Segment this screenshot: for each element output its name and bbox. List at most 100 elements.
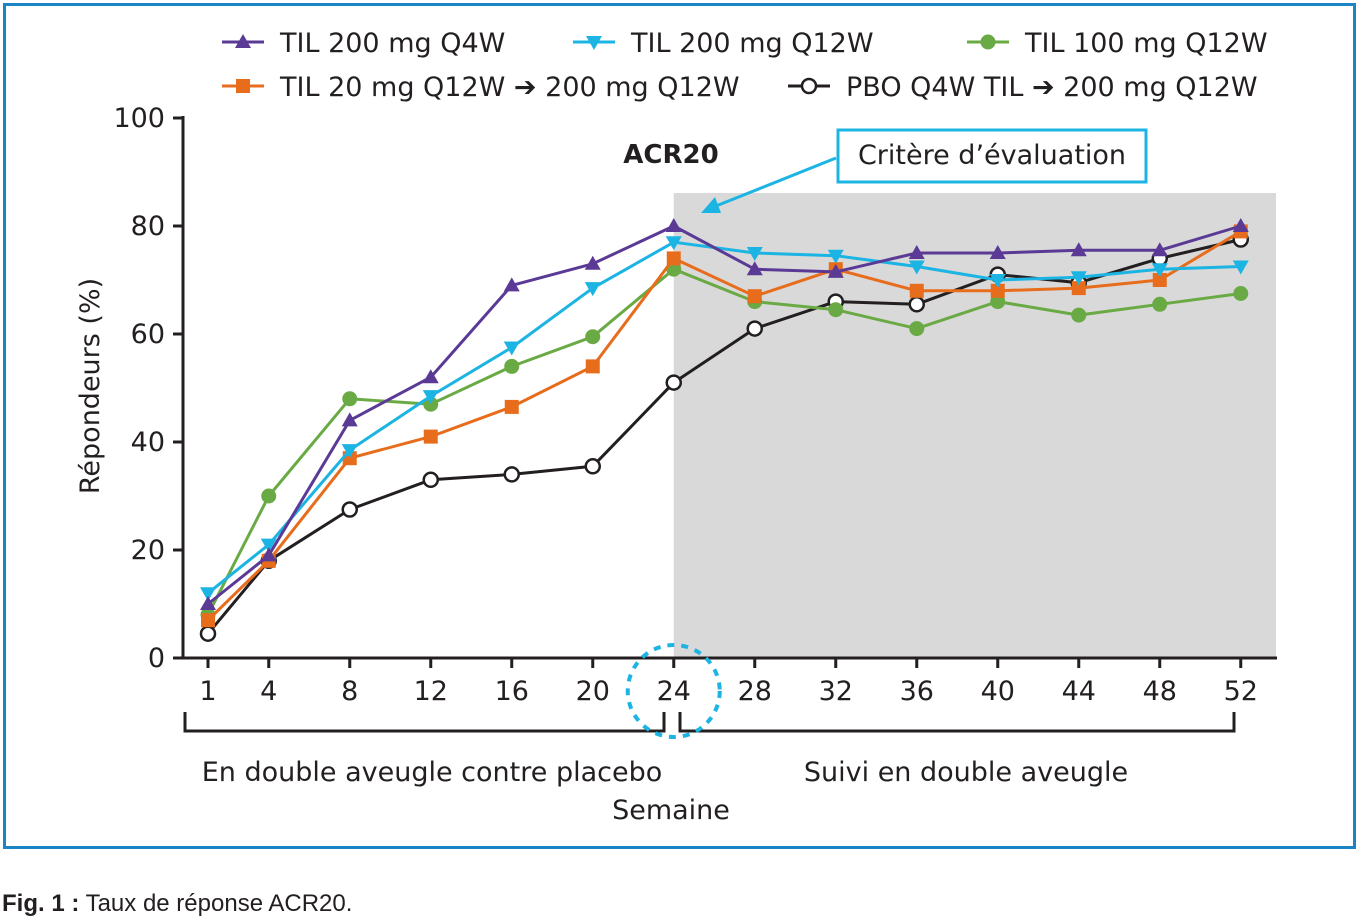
x-tick-label: 20 <box>576 676 610 707</box>
y-tick-label: 100 <box>113 103 165 134</box>
data-point <box>827 263 844 278</box>
x-tick-label: 48 <box>1143 676 1177 707</box>
data-point <box>423 429 438 444</box>
data-point <box>746 320 763 337</box>
data-point <box>909 283 924 298</box>
data-point <box>909 321 925 337</box>
data-point <box>584 255 601 270</box>
callout-label: Critère d’évaluation <box>858 140 1126 171</box>
y-tick-label: 20 <box>131 535 165 566</box>
data-point <box>261 488 277 504</box>
callout-box <box>836 128 1148 184</box>
data-point <box>1070 242 1087 257</box>
data-point <box>746 261 763 276</box>
y-tick-label: 60 <box>131 319 165 350</box>
data-point <box>422 390 439 405</box>
x-tick-label: 28 <box>738 676 772 707</box>
legend-entry: TIL 100 mg Q12W <box>967 28 1268 59</box>
chart-title: ACR20 <box>623 140 718 170</box>
data-point <box>342 391 358 407</box>
series-2 <box>200 261 1249 623</box>
x-tick-label: 52 <box>1224 676 1258 707</box>
data-point <box>341 444 358 459</box>
data-point <box>423 396 439 412</box>
period-label-followup: Suivi en double aveugle <box>804 757 1128 788</box>
data-point <box>1151 263 1168 278</box>
legend-entry: TIL 20 mg Q12W ➔ 200 mg Q12W <box>222 72 740 103</box>
data-point <box>200 596 216 610</box>
legend-marker <box>586 36 602 50</box>
series-line <box>206 238 1242 635</box>
data-point <box>665 374 682 391</box>
data-point <box>989 245 1006 259</box>
y-tick-label: 80 <box>131 211 165 242</box>
data-point <box>422 369 439 384</box>
x-tick-label: 1 <box>199 676 216 707</box>
data-point <box>504 399 519 414</box>
data-point <box>503 466 520 483</box>
data-point <box>746 247 763 261</box>
callout-arrow <box>715 156 837 208</box>
data-point <box>200 587 216 602</box>
data-point <box>585 359 600 374</box>
caption-text: Taux de réponse ACR20. <box>85 890 353 917</box>
data-point <box>341 412 358 427</box>
legend-marker <box>236 79 250 93</box>
legend-marker <box>980 34 996 50</box>
legend-marker <box>800 77 818 95</box>
series-line <box>206 230 1242 622</box>
data-point <box>908 245 925 259</box>
data-point <box>990 294 1006 310</box>
x-tick-label: 12 <box>414 676 448 707</box>
data-point <box>1071 307 1087 323</box>
data-point <box>199 625 217 642</box>
legend-entry: TIL 200 mg Q4W <box>222 28 505 59</box>
data-point <box>503 277 520 292</box>
figure-caption: Fig. 1 : Taux de réponse ACR20. <box>2 890 352 918</box>
legend-entry: PBO Q4W TIL ➔ 200 mg Q12W <box>788 72 1258 103</box>
x-axis-label: Semaine <box>612 795 730 826</box>
data-point <box>585 329 601 345</box>
data-point <box>1233 286 1249 301</box>
data-point <box>1070 271 1087 286</box>
x-tick-label: 32 <box>819 676 853 707</box>
data-point <box>990 283 1005 298</box>
data-point <box>1071 281 1086 296</box>
y-axis-label: Répondeurs (%) <box>75 278 106 494</box>
series-0 <box>200 218 1249 610</box>
series-line <box>207 224 1242 606</box>
legend-label: TIL 20 mg Q12W ➔ 200 mg Q12W <box>279 72 740 103</box>
data-point <box>260 538 277 553</box>
x-tick-label: 8 <box>341 676 358 707</box>
data-point <box>827 249 844 264</box>
data-point <box>1151 242 1168 257</box>
data-point <box>504 358 520 374</box>
y-tick-label: 40 <box>131 427 165 458</box>
data-point <box>1152 296 1168 312</box>
data-point <box>747 289 762 304</box>
caption-prefix: Fig. 1 : <box>2 890 80 917</box>
data-point <box>666 251 681 266</box>
data-point <box>1152 273 1167 287</box>
data-point <box>908 296 925 313</box>
x-tick-label: 40 <box>981 676 1015 707</box>
x-tick-label: 24 <box>657 676 691 707</box>
data-point <box>503 341 520 356</box>
data-point <box>260 547 277 562</box>
legend-entry: TIL 200 mg Q12W <box>573 28 874 59</box>
y-tick-label: 0 <box>148 643 165 674</box>
period-label-blinded: En double aveugle contre placebo <box>202 757 663 788</box>
data-point <box>584 458 601 475</box>
data-point <box>422 471 439 489</box>
bracket-followup-period <box>678 712 1236 733</box>
bracket-blinded-period <box>183 712 666 733</box>
data-point <box>665 218 682 232</box>
callout-arrowhead <box>701 197 721 213</box>
x-tick-label: 4 <box>260 676 277 707</box>
data-point <box>341 501 358 518</box>
data-point <box>1232 218 1249 232</box>
data-point <box>908 260 925 275</box>
data-point <box>828 302 844 318</box>
data-point <box>665 236 682 251</box>
